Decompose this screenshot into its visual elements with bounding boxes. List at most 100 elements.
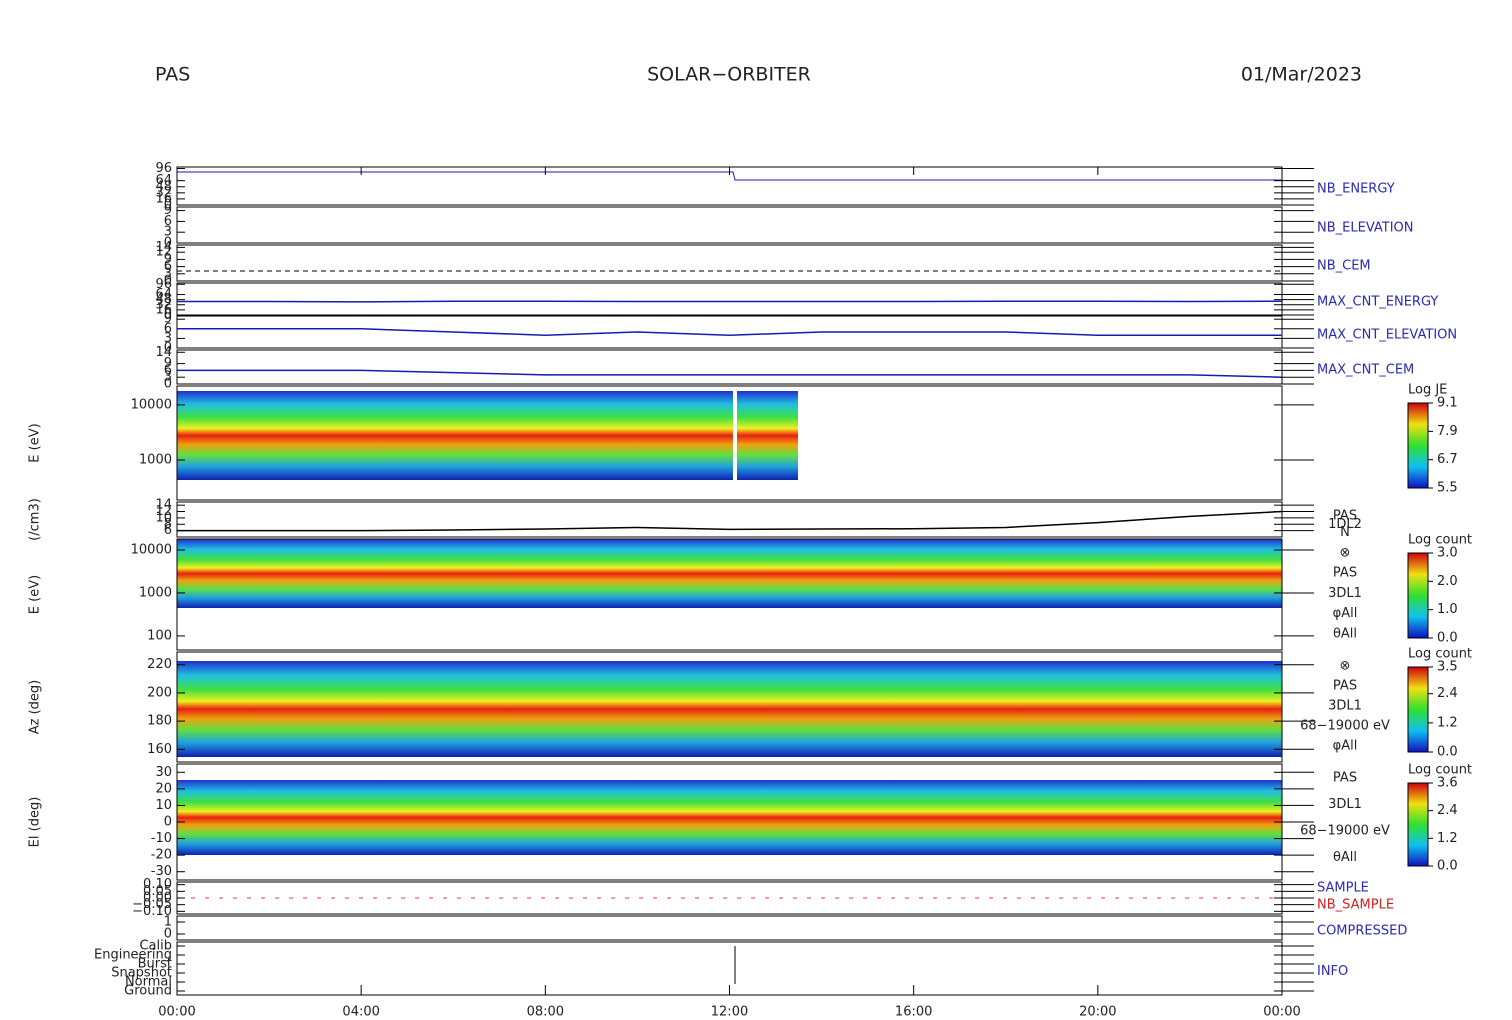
y-tick-label: −0.10 — [132, 904, 172, 919]
y-tick-label: 0.10 — [143, 877, 172, 892]
y-tick-label: 14 — [155, 498, 172, 513]
side-label: 68−19000 eV — [1300, 719, 1390, 734]
y-tick-label: 3 — [164, 370, 172, 385]
spectrogram — [177, 391, 733, 480]
colorbar-title: Log count — [1408, 763, 1472, 778]
x-tick-label: 00:00 — [1263, 1005, 1300, 1020]
panel-label: MAX_CNT_CEM — [1317, 363, 1414, 378]
y-tick-label: 9 — [164, 356, 172, 371]
side-label: ⊗ — [1340, 546, 1351, 561]
spectrogram — [177, 780, 1282, 855]
y-tick-label: 14 — [155, 240, 172, 255]
y-tick-label: 20 — [155, 781, 172, 796]
side-label: θAll — [1333, 626, 1357, 641]
colorbar-tick-label: 1.0 — [1437, 602, 1458, 617]
y-axis-label: (/cm3) — [28, 498, 43, 541]
y-tick-label: 6 — [164, 259, 172, 274]
panel-label: NB_CEM — [1317, 259, 1371, 274]
y-tick-label: 0 — [164, 236, 172, 251]
y-tick-label: 0 — [164, 377, 172, 392]
y-tick-label: 3 — [164, 266, 172, 281]
y-tick-label: 9 — [164, 252, 172, 267]
y-tick-label: 16 — [155, 302, 172, 317]
panel-frame — [176, 915, 1283, 941]
y-tick-label: 14 — [155, 345, 172, 360]
side-label: N — [1340, 525, 1350, 540]
colorbar-tick-label: 2.4 — [1437, 803, 1458, 818]
y-tick-label: Burst — [138, 957, 172, 972]
y-axis-label: El (deg) — [28, 797, 43, 848]
panel-frame — [176, 501, 1283, 538]
side-label: 3DL1 — [1328, 699, 1362, 714]
y-tick-label: 32 — [155, 297, 172, 312]
spectrograms — [177, 171, 1282, 984]
spectrogram — [177, 539, 1282, 608]
side-label: PAS — [1333, 566, 1357, 581]
colorbar-tick-label: 1.2 — [1437, 715, 1458, 730]
y-tick-label: 0 — [164, 198, 172, 213]
side-label: θAll — [1333, 850, 1357, 865]
panel-frame — [176, 206, 1283, 244]
side-label: φAll — [1333, 739, 1358, 754]
colorbar — [1407, 552, 1429, 639]
y-tick-label: 48 — [155, 292, 172, 307]
x-tick-label: 16:00 — [895, 1005, 932, 1020]
y-tick-label: Ground — [124, 984, 172, 999]
panel-label: SAMPLE — [1317, 881, 1369, 896]
y-tick-label: 96 — [155, 277, 172, 292]
y-tick-label: Calib — [139, 939, 172, 954]
panel-label: MAX_CNT_ENERGY — [1317, 295, 1438, 310]
y-tick-label: Normal — [125, 975, 172, 990]
y-tick-label: 6 — [164, 214, 172, 229]
panel-label: MAX_CNT_ELEVATION — [1317, 328, 1457, 343]
side-label: 3DL1 — [1328, 586, 1362, 601]
y-tick-label: 1000 — [139, 452, 172, 467]
colorbar-tick-label: 0.0 — [1437, 631, 1458, 646]
colorbar-tick-label: 9.1 — [1437, 396, 1458, 411]
y-tick-label: 0 — [164, 308, 172, 323]
y-tick-label: 200 — [147, 685, 172, 700]
y-tick-label: 180 — [147, 714, 172, 729]
trace — [177, 328, 1282, 336]
colorbar-tick-label: 3.0 — [1437, 546, 1458, 561]
colorbar-tick-label: 1.2 — [1437, 831, 1458, 846]
colorbar-tick-label: 6.7 — [1437, 452, 1458, 467]
y-axis-label: E (eV) — [28, 575, 43, 614]
y-tick-label: 160 — [147, 742, 172, 757]
colorbar-title: Log count — [1408, 533, 1472, 548]
y-tick-label: Engineering — [94, 948, 172, 963]
panel-label: NB_ELEVATION — [1317, 221, 1414, 236]
nb-energy-trace — [177, 171, 1282, 181]
colorbar-tick-label: 7.9 — [1437, 424, 1458, 439]
y-axis-label: E (eV) — [28, 423, 43, 462]
y-tick-label: 9 — [164, 203, 172, 218]
y-tick-label: −0.05 — [132, 897, 172, 912]
y-tick-label: 10 — [155, 510, 172, 525]
colorbar-tick-label: 3.5 — [1437, 660, 1458, 675]
colorbar-tick-label: 0.0 — [1437, 859, 1458, 874]
side-label: ⊗ — [1340, 659, 1351, 674]
y-axis-label: Az (deg) — [28, 680, 43, 735]
panel-label: COMPRESSED — [1317, 924, 1407, 939]
trace — [177, 369, 1283, 378]
y-tick-label: 0 — [164, 274, 172, 289]
y-tick-label: 220 — [147, 657, 172, 672]
spectrogram — [177, 661, 1282, 757]
colorbar-tick-label: 0.0 — [1437, 745, 1458, 760]
y-tick-label: -10 — [151, 831, 172, 846]
y-tick-label: 10 — [155, 798, 172, 813]
panel-frame — [176, 282, 1283, 316]
instrument: PAS — [155, 64, 190, 86]
y-tick-label: 30 — [155, 765, 172, 780]
y-tick-label: 12 — [155, 504, 172, 519]
x-tick-label: 08:00 — [527, 1005, 564, 1020]
y-tick-label: 0 — [164, 815, 172, 830]
y-tick-label: 1000 — [139, 585, 172, 600]
panel-label: INFO — [1317, 964, 1348, 979]
y-tick-label: 6 — [164, 321, 172, 336]
y-tick-label: 10000 — [131, 542, 172, 557]
colorbar-tick-label: 5.5 — [1437, 481, 1458, 496]
y-tick-label: 0.05 — [143, 884, 172, 899]
y-tick-label: 48 — [155, 179, 172, 194]
